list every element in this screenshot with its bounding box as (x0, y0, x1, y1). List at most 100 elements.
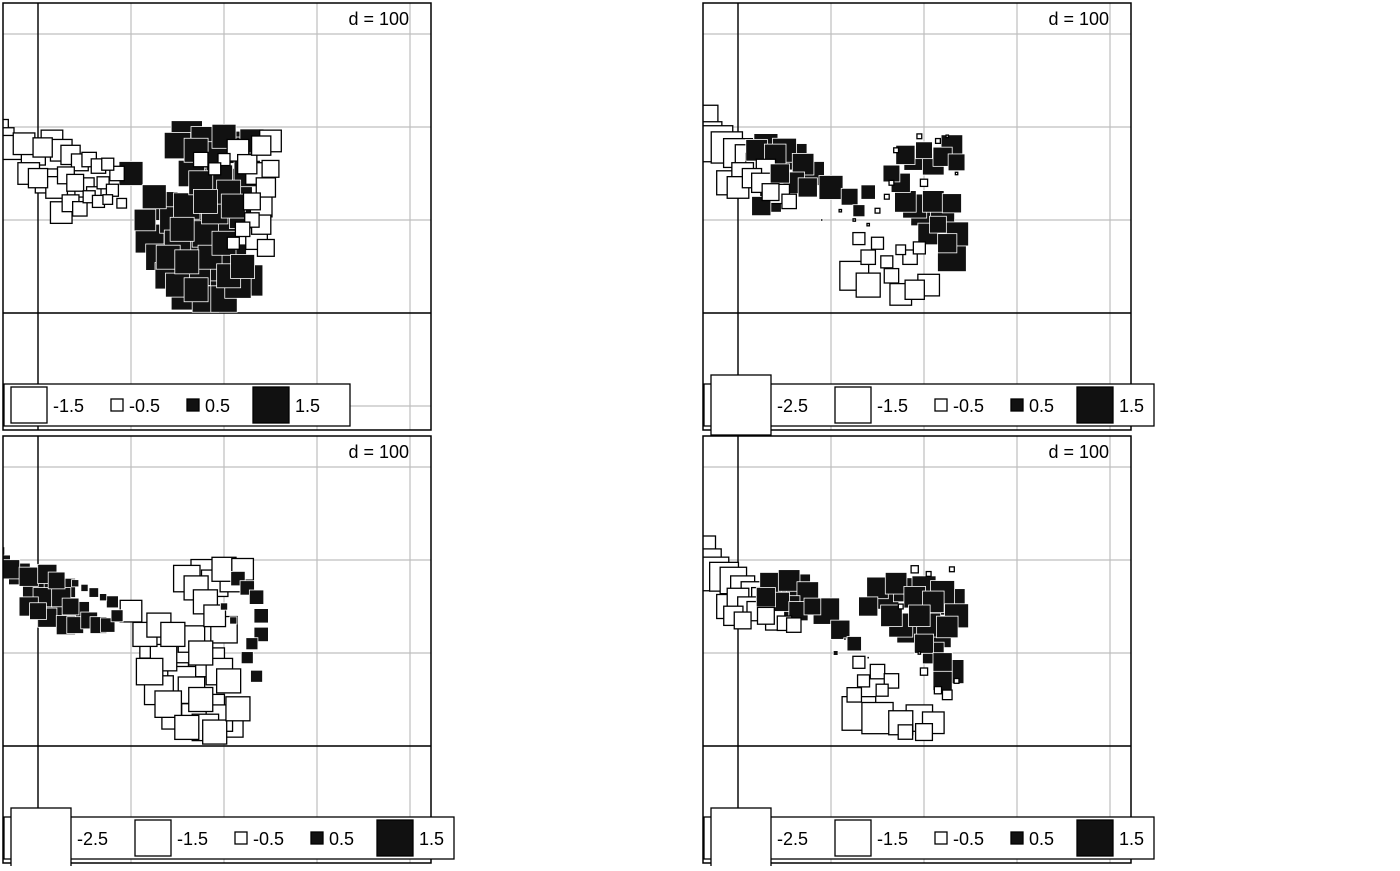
legend-swatch (376, 819, 414, 857)
data-square (880, 604, 903, 628)
data-square (781, 193, 798, 210)
data-square (861, 701, 894, 735)
legend-swatch (310, 831, 324, 845)
panel-top-left: d = 100 -1.5 -0.5 0.5 1.5 (2, 2, 432, 431)
data-square (785, 617, 802, 633)
data-square (135, 657, 164, 686)
data-square (248, 589, 265, 605)
legend-label: -2.5 (777, 829, 808, 849)
data-square (882, 164, 901, 183)
data-square (118, 161, 144, 186)
data-square (869, 663, 886, 680)
data-square (220, 193, 246, 219)
data-square (215, 668, 242, 694)
data-square (733, 611, 752, 630)
data-square (32, 137, 53, 158)
legend-label: 0.5 (205, 396, 230, 416)
data-square (830, 619, 851, 640)
data-square (66, 173, 85, 192)
scale-label: d = 100 (348, 9, 409, 29)
legend: -1.5 -0.5 0.5 1.5 (3, 383, 351, 427)
data-square (229, 616, 238, 625)
data-square (755, 587, 776, 608)
data-square (832, 650, 839, 656)
panel-frame (702, 435, 1132, 864)
scale-label: d = 100 (1048, 9, 1109, 29)
data-square (188, 686, 214, 713)
data-square (797, 177, 818, 198)
data-square (838, 208, 843, 213)
data-square (947, 153, 966, 172)
data-square (855, 272, 881, 298)
legend-swatch (834, 819, 872, 857)
legend-label: -1.5 (53, 396, 84, 416)
data-square (61, 597, 80, 616)
data-square (934, 137, 941, 145)
panel-frame (2, 435, 432, 864)
data-square (866, 222, 871, 227)
data-square (884, 572, 908, 595)
data-square (174, 249, 200, 275)
data-square (192, 188, 218, 214)
data-square (102, 194, 114, 205)
data-square (761, 183, 780, 202)
legend-label: 0.5 (1029, 396, 1054, 416)
data-square (101, 157, 115, 171)
data-square (932, 652, 953, 673)
data-square (936, 615, 959, 639)
data-square (250, 135, 272, 156)
scale-label: d = 100 (1048, 442, 1109, 462)
data-square (27, 167, 49, 189)
legend-label: 1.5 (295, 396, 320, 416)
data-square (803, 597, 822, 616)
data-square (234, 221, 251, 238)
data-square (154, 690, 183, 719)
data-square (919, 667, 929, 676)
data-square (860, 249, 877, 266)
legend-label: -0.5 (129, 396, 160, 416)
data-square (915, 141, 933, 160)
legend-swatch (1076, 819, 1114, 857)
data-square (230, 254, 256, 279)
data-square (202, 719, 228, 745)
data-square (225, 696, 251, 722)
data-square (250, 669, 263, 683)
data-square (922, 190, 945, 213)
data-square (160, 621, 186, 648)
data-square (47, 571, 66, 590)
data-square (208, 162, 222, 176)
data-square (820, 218, 824, 222)
data-square (858, 596, 879, 617)
data-square (916, 133, 923, 140)
data-square (941, 689, 953, 701)
data-square (110, 609, 124, 623)
data-square (895, 144, 916, 165)
data-square (954, 171, 959, 176)
data-square (226, 236, 240, 250)
data-square (141, 184, 167, 210)
legend-label: 0.5 (1029, 829, 1054, 849)
scale-label: d = 100 (348, 442, 409, 462)
legend-swatch (1010, 831, 1024, 845)
data-square (852, 204, 866, 218)
data-square (12, 132, 36, 156)
legend: -2.5 -1.5 -0.5 0.5 1.5 (703, 807, 1155, 869)
data-square (933, 685, 943, 695)
data-square (769, 163, 790, 184)
data-square (888, 179, 895, 186)
legend-swatch (934, 831, 948, 845)
legend-swatch (234, 831, 248, 845)
data-square (852, 655, 866, 669)
data-square (870, 236, 885, 250)
data-square (919, 178, 929, 188)
data-square (846, 636, 862, 652)
legend-swatch (1076, 386, 1114, 424)
data-square (240, 651, 254, 665)
legend-label: -1.5 (177, 829, 208, 849)
data-square (133, 208, 157, 232)
data-square (219, 602, 228, 611)
data-square (897, 724, 914, 740)
data-square (843, 637, 847, 641)
data-square (908, 604, 931, 628)
